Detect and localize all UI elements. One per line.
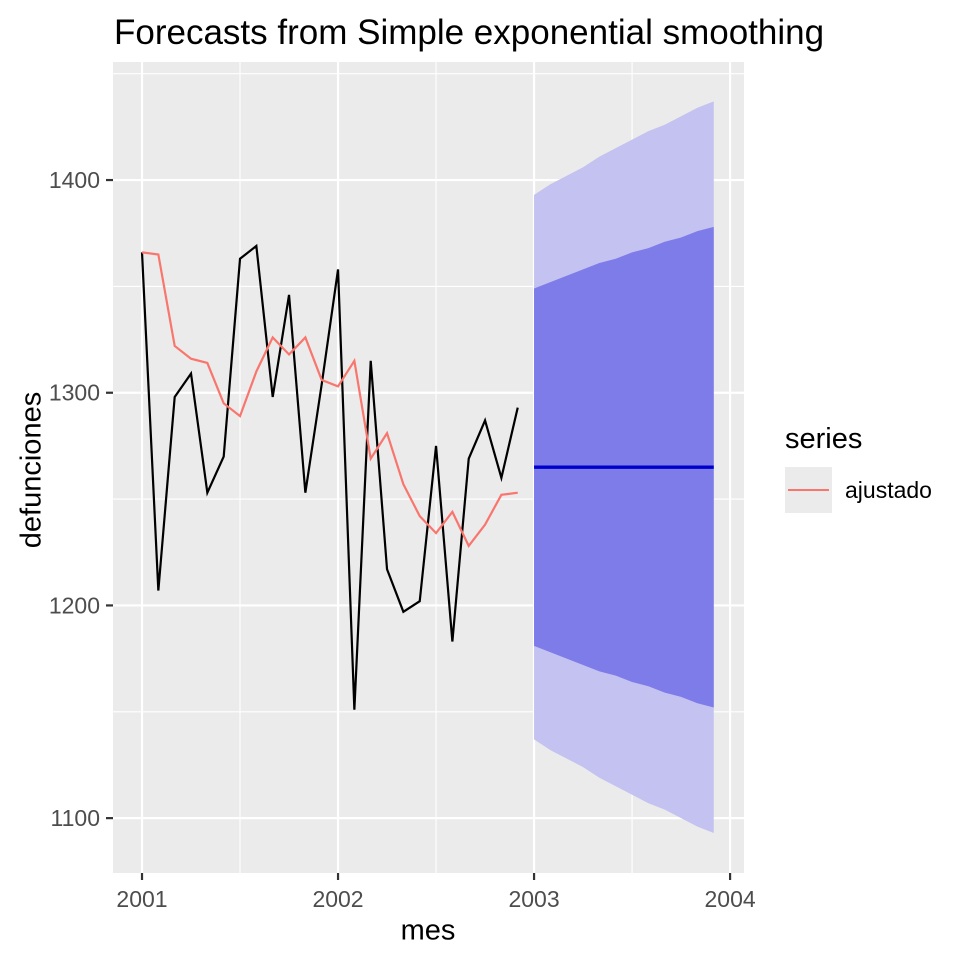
series-ajustado-line [141, 251, 518, 548]
y-axis-title: defunciones [15, 391, 48, 549]
x-axis-title: mes [400, 914, 456, 947]
y-tick-label: 1300 [49, 380, 100, 406]
legend-title: series [785, 423, 863, 455]
plot-title: Forecasts from Simple exponential smooth… [114, 13, 825, 52]
x-tick-label: 2001 [116, 886, 167, 912]
legend-key-line-icon [788, 489, 829, 491]
legend: series ajustado [785, 424, 932, 513]
legend-item-label: ajustado [845, 476, 932, 503]
legend-key [785, 467, 832, 513]
x-tick-label: 2002 [312, 886, 363, 912]
y-tick-label: 1400 [49, 167, 100, 193]
x-tick-label: 2003 [508, 886, 559, 912]
x-tick-label: 2004 [704, 886, 755, 912]
series-defunciones-line [140, 243, 519, 710]
y-tick-label: 1100 [51, 805, 100, 831]
legend-item-ajustado: ajustado [785, 467, 932, 513]
y-tick-label: 1200 [49, 592, 100, 618]
